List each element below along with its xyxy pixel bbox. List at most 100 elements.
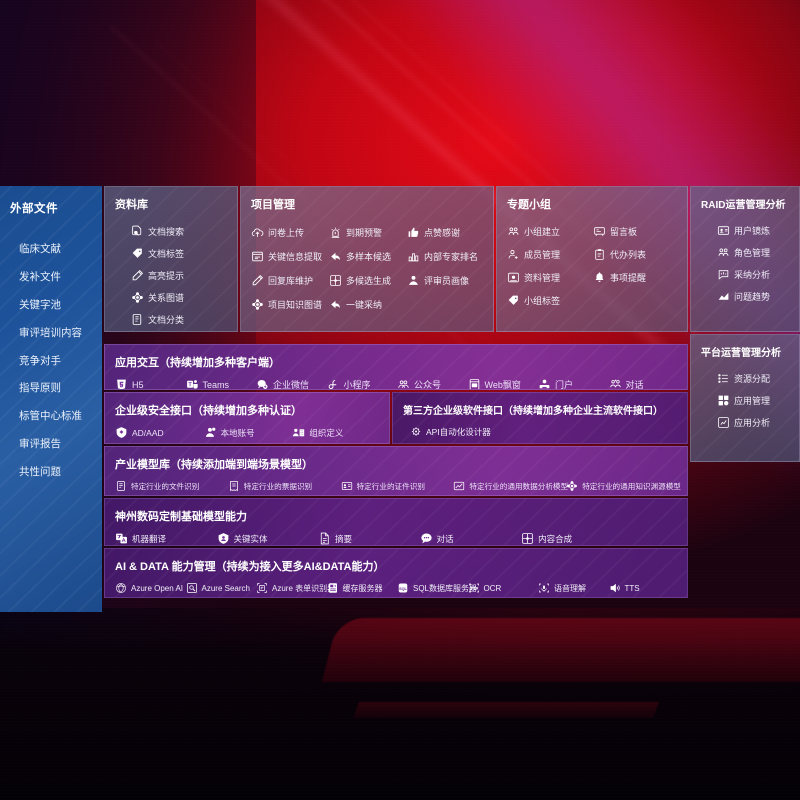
aidata-item-0[interactable]: Azure Open AI: [115, 582, 186, 594]
industry-item-1-label: 特定行业的票据识别: [243, 481, 313, 491]
card-group-title: 专题小组: [507, 199, 551, 211]
project-item-1[interactable]: 到期预警: [329, 220, 407, 244]
raid-item-1[interactable]: 角色管理: [701, 241, 791, 263]
library-item-1-label: 文档标签: [148, 248, 185, 259]
aidata-item-5[interactable]: OCR OCR: [468, 582, 539, 594]
industry-item-4[interactable]: 特定行业的通用知识渊源模型: [566, 480, 681, 492]
raid-item-3[interactable]: 问题趋势: [701, 285, 791, 307]
project-item-8[interactable]: 评审员画像: [407, 268, 485, 292]
aidata-item-5-label: OCR: [483, 583, 502, 593]
interact-item-4[interactable]: 公众号: [397, 378, 468, 389]
project-item-2[interactable]: 点赞感谢: [407, 220, 485, 244]
library-item-3[interactable]: 关系图谱: [115, 286, 229, 308]
project-item-6[interactable]: 回复库维护: [251, 268, 329, 292]
dcits-item-2[interactable]: 摘要: [318, 532, 420, 545]
wecom-chat-icon: [256, 378, 269, 389]
pen-edit-icon: [251, 274, 264, 287]
interact-item-7[interactable]: 对话: [609, 378, 680, 389]
group-item-6[interactable]: 小组标签: [507, 289, 593, 312]
sidebar-item-7[interactable]: 审评报告: [19, 437, 61, 450]
row-enterprise-security: 企业级安全接口（持续增加多种认证） AD/AAD 本地账号 组织定义: [104, 392, 390, 444]
sidebar-item-5[interactable]: 指导原则: [19, 382, 61, 395]
aidata-item-4[interactable]: SQL SQL数据库服务器: [397, 582, 477, 594]
card-library-title: 资料库: [115, 199, 148, 211]
group-item-2[interactable]: 成员管理: [507, 243, 593, 266]
industry-item-1[interactable]: 特定行业的票据识别: [228, 480, 341, 492]
interact-item-2[interactable]: 企业微信: [256, 378, 327, 389]
aidata-item-1[interactable]: Azure Search: [186, 582, 257, 594]
dcits-item-0-label: 机器翻译: [132, 533, 167, 544]
chat-analysis-icon: [717, 268, 730, 281]
card-raid-title: RAID运营管理分析: [701, 200, 786, 211]
security-item-2[interactable]: 组织定义: [292, 426, 381, 439]
card-project-title: 项目管理: [251, 199, 295, 211]
project-item-1-label: 到期预警: [345, 227, 382, 238]
project-item-9[interactable]: 项目知识图谱: [251, 292, 329, 316]
project-item-7[interactable]: 多候选生成: [329, 268, 407, 292]
platform-item-1[interactable]: 应用管理: [701, 389, 791, 411]
industry-item-0[interactable]: 特定行业的文件识别: [115, 480, 228, 492]
group-item-0[interactable]: 小组建立: [507, 220, 593, 243]
bell-icon: [593, 271, 606, 284]
raid-item-0[interactable]: 用户镜炼: [701, 219, 791, 241]
dialog-people-icon: [609, 378, 622, 389]
project-item-3[interactable]: 关键信息提取: [251, 244, 329, 268]
aidata-item-2[interactable]: Azure 表单识别器: [256, 582, 335, 594]
row-industry-model-library: 产业模型库（持续添加端到端场景模型） 特定行业的文件识别 特定行业的票据识别 特…: [104, 446, 688, 496]
data-analysis-icon: [453, 480, 465, 492]
library-item-2[interactable]: 高亮提示: [115, 264, 229, 286]
raid-item-2[interactable]: 采纳分析: [701, 263, 791, 285]
project-item-10[interactable]: 一键采纳: [329, 292, 407, 316]
industry-item-2[interactable]: 特定行业的证件识别: [341, 480, 454, 492]
dcits-item-4[interactable]: 内容合成: [521, 532, 623, 545]
project-item-5[interactable]: 内部专家排名: [407, 244, 485, 268]
project-item-3-label: 关键信息提取: [268, 251, 323, 262]
sidebar-item-2[interactable]: 关键字池: [19, 298, 61, 311]
sidebar-item-1[interactable]: 发补文件: [19, 271, 61, 284]
card-library: 资料库 文档搜索 文档标签 高亮提示 关系图谱 文档分类: [104, 186, 238, 332]
dcits-item-1-label: 关键实体: [233, 533, 268, 544]
industry-item-3[interactable]: 特定行业的通用数据分析模型: [453, 480, 568, 492]
industry-item-2-label: 特定行业的证件识别: [356, 481, 425, 491]
aidata-item-4-label: SQL数据库服务器: [413, 583, 478, 593]
interact-item-0[interactable]: H5: [115, 378, 186, 389]
thirdparty-item-0[interactable]: API自动化设计器: [403, 425, 679, 438]
library-item-0[interactable]: 文档搜索: [115, 220, 229, 242]
interact-item-3[interactable]: 小程序: [327, 378, 398, 390]
aidata-item-0-label: Azure Open AI: [131, 583, 184, 593]
tag-icon: [507, 294, 520, 307]
sidebar-item-4[interactable]: 竞争对手: [19, 354, 61, 367]
dcits-item-1[interactable]: 关键实体: [217, 532, 319, 545]
interact-item-5[interactable]: Web飘窗: [468, 378, 539, 389]
group-item-1[interactable]: 留言板: [593, 220, 679, 243]
interact-item-3-label: 小程序: [343, 380, 371, 390]
card-group-items: 小组建立 留言板 成员管理 代办列表 资料管理 事项提醒: [507, 220, 679, 312]
aidata-item-7[interactable]: TTS: [609, 582, 680, 594]
sidebar-item-6[interactable]: 标管中心标准: [19, 410, 82, 423]
platform-item-2[interactable]: 应用分析: [701, 411, 791, 433]
aidata-item-6[interactable]: 语音理解: [538, 582, 609, 594]
library-item-3-label: 关系图谱: [148, 292, 185, 303]
row-security-title: 企业级安全接口（持续增加多种认证）: [115, 405, 302, 417]
aidata-item-3[interactable]: 缓存服务器: [327, 582, 398, 594]
group-item-5[interactable]: 事项提醒: [593, 266, 679, 289]
sidebar-item-0[interactable]: 临床文献: [19, 243, 61, 256]
arrow-left-adopt-icon: [329, 298, 342, 311]
security-item-0[interactable]: AD/AAD: [115, 426, 204, 439]
platform-item-0[interactable]: 资源分配: [701, 367, 791, 389]
dcits-item-0[interactable]: 机器翻译: [115, 532, 217, 545]
interact-item-1[interactable]: Teams: [186, 378, 257, 389]
project-item-0[interactable]: 问卷上传: [251, 220, 329, 244]
row-interact-items: H5 Teams 企业微信 小程序 公众号 Web飘窗: [115, 378, 680, 390]
sidebar-item-8[interactable]: 共性问题: [19, 465, 61, 478]
security-item-1[interactable]: 本地账号: [204, 426, 293, 439]
library-item-1[interactable]: 文档标签: [115, 242, 229, 264]
group-item-4[interactable]: 资料管理: [507, 266, 593, 289]
sidebar-item-3[interactable]: 审评培训内容: [19, 326, 82, 339]
project-item-0-label: 问卷上传: [268, 227, 305, 238]
project-item-4[interactable]: 多样本候选: [329, 244, 407, 268]
interact-item-6[interactable]: 门户: [538, 378, 609, 389]
dcits-item-3[interactable]: 对话: [420, 532, 522, 545]
group-item-3[interactable]: 代办列表: [593, 243, 679, 266]
library-item-4[interactable]: 文档分类: [115, 308, 229, 330]
